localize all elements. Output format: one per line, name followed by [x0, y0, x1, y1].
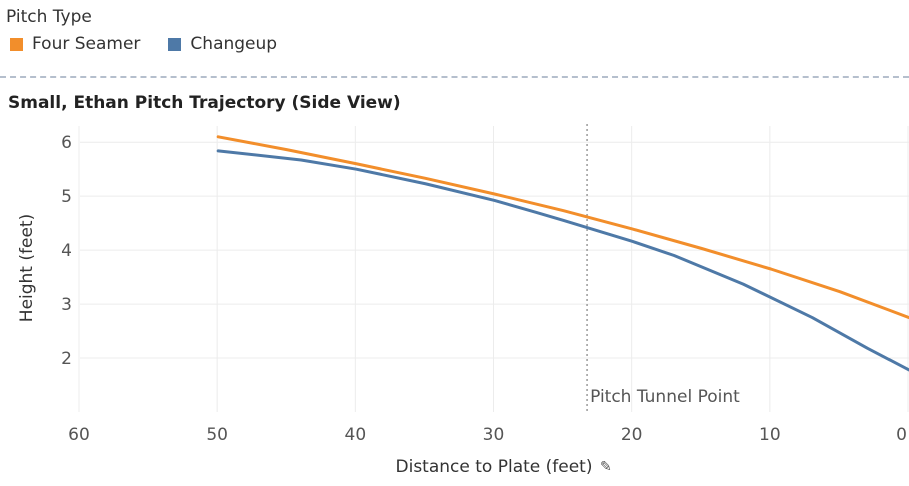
legend-label-four-seamer: Four Seamer	[32, 34, 141, 54]
legend-item-four-seamer[interactable]: Four Seamer	[10, 34, 140, 54]
x-axis-label: Distance to Plate (feet)	[396, 457, 593, 477]
tunnel-point-group: Pitch Tunnel Point	[586, 124, 740, 412]
legend-swatch-changeup	[168, 37, 182, 51]
series-line-changeup[interactable]	[216, 149, 909, 372]
x-tick-label: 60	[68, 425, 90, 445]
y-tick-label: 3	[61, 295, 72, 315]
series-lines	[216, 135, 909, 372]
section-divider	[0, 76, 909, 78]
pin-icon[interactable]: ✎	[600, 459, 612, 475]
y-tick-label: 2	[61, 349, 72, 369]
tunnel-point-label: Pitch Tunnel Point	[590, 387, 740, 407]
legend-items: Four Seamer Changeup	[10, 34, 277, 54]
x-tick-label: 50	[206, 425, 228, 445]
axis-ticks: 2 3 4 5 6 60 50 40 30 20 10 0	[61, 133, 907, 445]
legend: Pitch Type Four Seamer Changeup	[6, 6, 277, 54]
legend-item-changeup[interactable]: Changeup	[168, 34, 277, 54]
x-tick-label: 20	[621, 425, 643, 445]
chart-title: Small, Ethan Pitch Trajectory (Side View…	[8, 93, 401, 113]
y-axis-label: Height (feet)	[17, 214, 37, 322]
legend-title: Pitch Type	[6, 7, 92, 27]
x-tick-label: 10	[759, 425, 781, 445]
grid-lines	[78, 126, 909, 412]
legend-swatch-four-seamer	[10, 37, 23, 51]
y-tick-label: 4	[61, 241, 72, 261]
series-line-four-seamer[interactable]	[216, 135, 909, 320]
x-tick-label: 30	[483, 425, 505, 445]
y-tick-label: 6	[61, 133, 72, 153]
x-tick-label: 40	[345, 425, 367, 445]
legend-label-changeup: Changeup	[190, 34, 278, 54]
y-tick-label: 5	[61, 187, 72, 207]
x-tick-label: 0	[896, 425, 907, 445]
